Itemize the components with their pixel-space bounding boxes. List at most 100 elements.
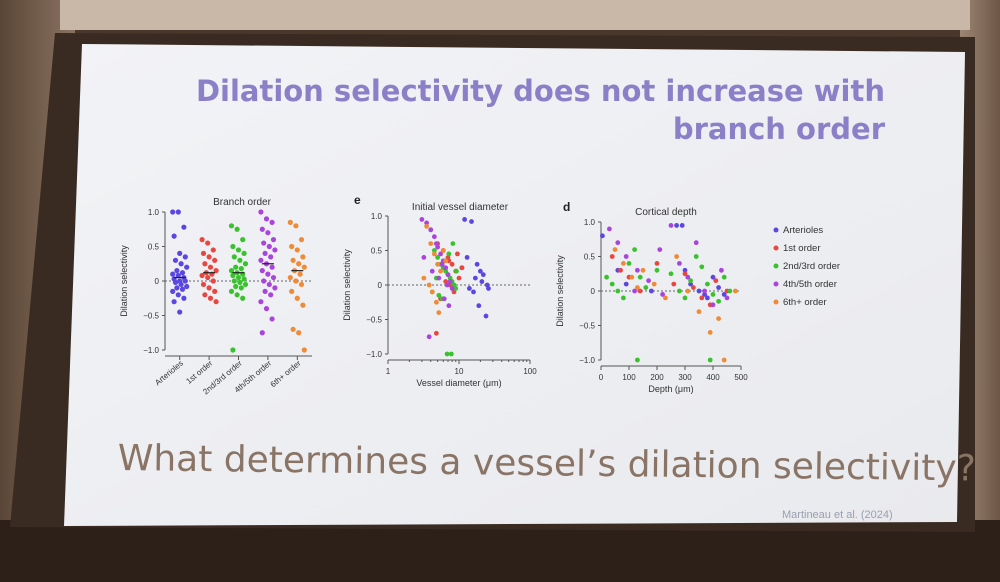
data-point-2nd-3rd-order bbox=[450, 241, 456, 247]
data-point-6th-order bbox=[289, 243, 295, 250]
data-point-4th-5th-order bbox=[259, 268, 265, 274]
data-point-4th-5th-order bbox=[668, 223, 674, 228]
data-point-arterioles bbox=[649, 288, 654, 294]
y-tick-label: −1.0 bbox=[143, 346, 159, 355]
data-point-4th-5th-order bbox=[677, 261, 682, 266]
data-point-6th-order bbox=[674, 254, 679, 259]
data-point-2nd-3rd-order bbox=[242, 261, 249, 267]
data-point-1st-order bbox=[212, 257, 218, 263]
data-point-2nd-3rd-order bbox=[621, 295, 626, 301]
data-point-2nd-3rd-order bbox=[453, 286, 459, 291]
data-point-2nd-3rd-order bbox=[454, 268, 459, 274]
data-point-6th-order bbox=[716, 316, 721, 321]
data-point-4th-5th-order bbox=[266, 281, 272, 288]
data-point-4th-5th-order bbox=[635, 267, 640, 273]
data-point-arterioles bbox=[477, 268, 483, 274]
data-point-arterioles bbox=[466, 286, 472, 291]
data-point-2nd-3rd-order bbox=[233, 264, 239, 270]
data-point-arterioles bbox=[476, 303, 482, 309]
data-point-arterioles bbox=[170, 271, 176, 277]
data-point-arterioles bbox=[682, 267, 688, 273]
y-tick-label: 0.5 bbox=[371, 247, 383, 256]
data-point-1st-order bbox=[199, 272, 205, 279]
data-point-6th-order bbox=[438, 268, 443, 274]
data-point-6th-order bbox=[424, 223, 430, 229]
data-point-2nd-3rd-order bbox=[710, 292, 716, 297]
legend-label-arterioles: Arterioles bbox=[783, 225, 823, 236]
data-point-1st-order bbox=[713, 278, 719, 284]
data-point-arterioles bbox=[472, 275, 478, 281]
data-point-2nd-3rd-order bbox=[238, 285, 244, 291]
x-tick-label: 0 bbox=[599, 373, 604, 382]
data-point-1st-order bbox=[433, 330, 439, 336]
data-point-4th-5th-order bbox=[428, 227, 434, 233]
x-tick-label: 400 bbox=[706, 373, 720, 382]
data-point-6th-order bbox=[301, 347, 307, 353]
data-point-arterioles bbox=[479, 279, 485, 284]
chart-title: Cortical depth bbox=[635, 207, 697, 218]
data-point-1st-order bbox=[199, 237, 205, 243]
data-point-arterioles bbox=[175, 209, 181, 215]
data-point-4th-5th-order bbox=[263, 306, 270, 312]
data-point-2nd-3rd-order bbox=[228, 268, 235, 274]
data-point-arterioles bbox=[171, 233, 177, 239]
data-point-4th-5th-order bbox=[270, 237, 277, 243]
data-point-6th-order bbox=[287, 274, 293, 281]
data-point-4th-5th-order bbox=[702, 288, 707, 294]
data-point-arterioles bbox=[178, 281, 184, 288]
data-point-4th-5th-order bbox=[268, 254, 274, 260]
x-category-label: Arterioles bbox=[153, 359, 185, 388]
data-point-4th-5th-order bbox=[270, 274, 277, 281]
data-point-2nd-3rd-order bbox=[235, 247, 242, 253]
legend-label-2nd-3rd-order: 2nd/3rd order bbox=[783, 261, 840, 272]
y-tick-label: −0.5 bbox=[366, 316, 382, 325]
data-point-arterioles bbox=[184, 283, 190, 290]
data-point-4th-5th-order bbox=[272, 285, 278, 291]
chart-legend: Arterioles 1st order 2nd/3rd order 4th/5th … bbox=[773, 225, 840, 308]
data-point-4th-5th-order bbox=[261, 240, 267, 246]
data-point-6th-order bbox=[296, 261, 302, 267]
data-point-1st-order bbox=[213, 268, 219, 274]
data-point-6th-order bbox=[421, 275, 427, 281]
data-point-6th-order bbox=[298, 281, 305, 288]
legend-marker-arterioles bbox=[773, 227, 779, 233]
data-point-2nd-3rd-order bbox=[241, 250, 247, 256]
data-point-4th-5th-order bbox=[258, 299, 264, 305]
data-point-arterioles bbox=[464, 255, 470, 260]
data-point-6th-order bbox=[300, 302, 306, 308]
data-point-2nd-3rd-order bbox=[635, 357, 640, 363]
x-tick-label: 100 bbox=[622, 373, 636, 382]
data-point-arterioles bbox=[182, 278, 188, 284]
data-point-6th-order bbox=[290, 326, 296, 332]
data-point-2nd-3rd-order bbox=[233, 283, 239, 290]
data-point-4th-5th-order bbox=[433, 241, 439, 247]
data-point-4th-5th-order bbox=[419, 217, 425, 222]
data-point-1st-order bbox=[210, 247, 216, 253]
data-point-2nd-3rd-order bbox=[237, 279, 243, 285]
data-point-4th-5th-order bbox=[258, 257, 264, 263]
panel-letter: e bbox=[354, 193, 361, 207]
data-point-6th-order bbox=[440, 248, 446, 253]
data-point-1st-order bbox=[200, 250, 207, 256]
data-point-6th-order bbox=[428, 241, 434, 247]
data-point-arterioles bbox=[175, 292, 181, 298]
data-point-1st-order bbox=[691, 285, 696, 290]
data-point-6th-order bbox=[293, 278, 299, 284]
data-point-4th-5th-order bbox=[272, 247, 278, 253]
data-point-1st-order bbox=[200, 281, 207, 288]
data-point-4th-5th-order bbox=[262, 250, 268, 256]
data-point-arterioles bbox=[179, 270, 186, 276]
data-point-4th-5th-order bbox=[693, 240, 699, 246]
legend-marker-1st-order bbox=[773, 245, 779, 251]
data-point-arterioles bbox=[177, 250, 183, 256]
data-point-4th-5th-order bbox=[449, 286, 455, 291]
data-point-4th-5th-order bbox=[444, 282, 450, 288]
x-tick-label: 1 bbox=[386, 367, 391, 376]
x-tick-label: 100 bbox=[523, 367, 537, 376]
data-point-arterioles bbox=[710, 274, 716, 280]
data-point-6th-order bbox=[300, 254, 306, 260]
data-point-arterioles bbox=[170, 288, 176, 294]
y-axis-label: Dilation selectivity bbox=[119, 245, 129, 317]
data-point-arterioles bbox=[171, 299, 177, 305]
